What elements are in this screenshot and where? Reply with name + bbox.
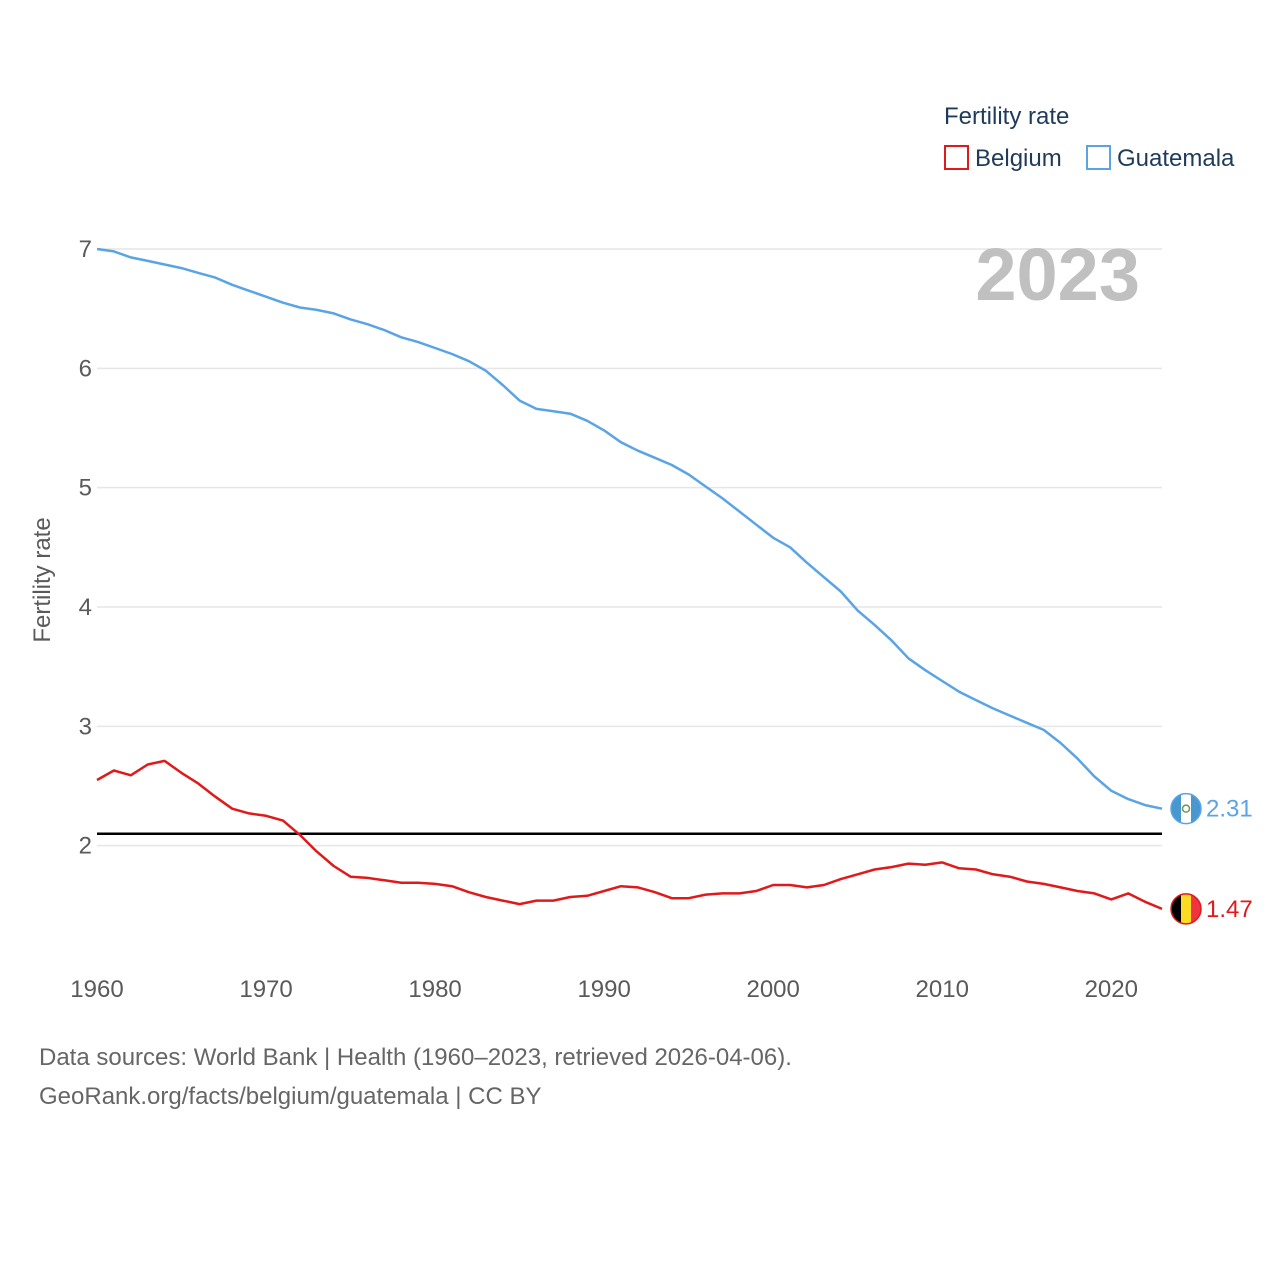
x-tick-label: 1990 [577,976,630,1003]
legend-swatch-guatemala [1086,145,1111,170]
belgium-flag-icon [1170,893,1202,925]
legend-item-belgium[interactable]: Belgium [944,145,1062,172]
x-axis-ticks: 1960 1970 1980 1990 2000 2010 2020 [70,976,1138,1003]
legend: Fertility rate Belgium Guatemala [944,103,1235,172]
series-line-guatemala[interactable] [96,247,1163,810]
y-axis-ticks: 2 3 4 5 6 7 [79,236,92,860]
x-tick-label: 2010 [916,976,969,1003]
x-tick-label: 1960 [70,976,123,1003]
x-tick-label: 2000 [746,976,799,1003]
source-line: Data sources: World Bank | Health (1960–… [39,1044,792,1071]
end-value-label-belgium: 1.47 [1206,896,1253,923]
guatemala-flag-icon [1170,792,1202,825]
x-tick-label: 1970 [239,976,292,1003]
series-line-belgium[interactable] [96,759,1163,911]
end-value-label-guatemala: 2.31 [1206,796,1253,823]
legend-item-guatemala[interactable]: Guatemala [1086,145,1235,172]
end-markers: 1.47 2.31 [1170,792,1253,925]
y-tick-label: 5 [79,475,92,502]
legend-title: Fertility rate [944,103,1069,130]
gridlines [97,248,1162,847]
series-lines [96,247,1163,911]
y-tick-label: 7 [79,236,92,263]
y-tick-label: 4 [79,594,92,621]
x-tick-label: 1980 [408,976,461,1003]
y-axis-title: Fertility rate [29,517,56,642]
year-label: 2023 [975,233,1140,316]
y-tick-label: 2 [79,833,92,860]
x-tick-label: 2020 [1085,976,1138,1003]
legend-label-belgium: Belgium [975,145,1062,172]
legend-label-guatemala: Guatemala [1117,145,1235,172]
legend-swatch-belgium [944,145,969,170]
y-tick-label: 6 [79,355,92,382]
y-tick-label: 3 [79,713,92,740]
source-url[interactable]: GeoRank.org/facts/belgium/guatemala | CC… [39,1083,542,1110]
fertility-rate-chart: 2 3 4 5 6 7 1960 1970 1980 1990 2000 2010 2020 Fert… [29,103,1253,1003]
